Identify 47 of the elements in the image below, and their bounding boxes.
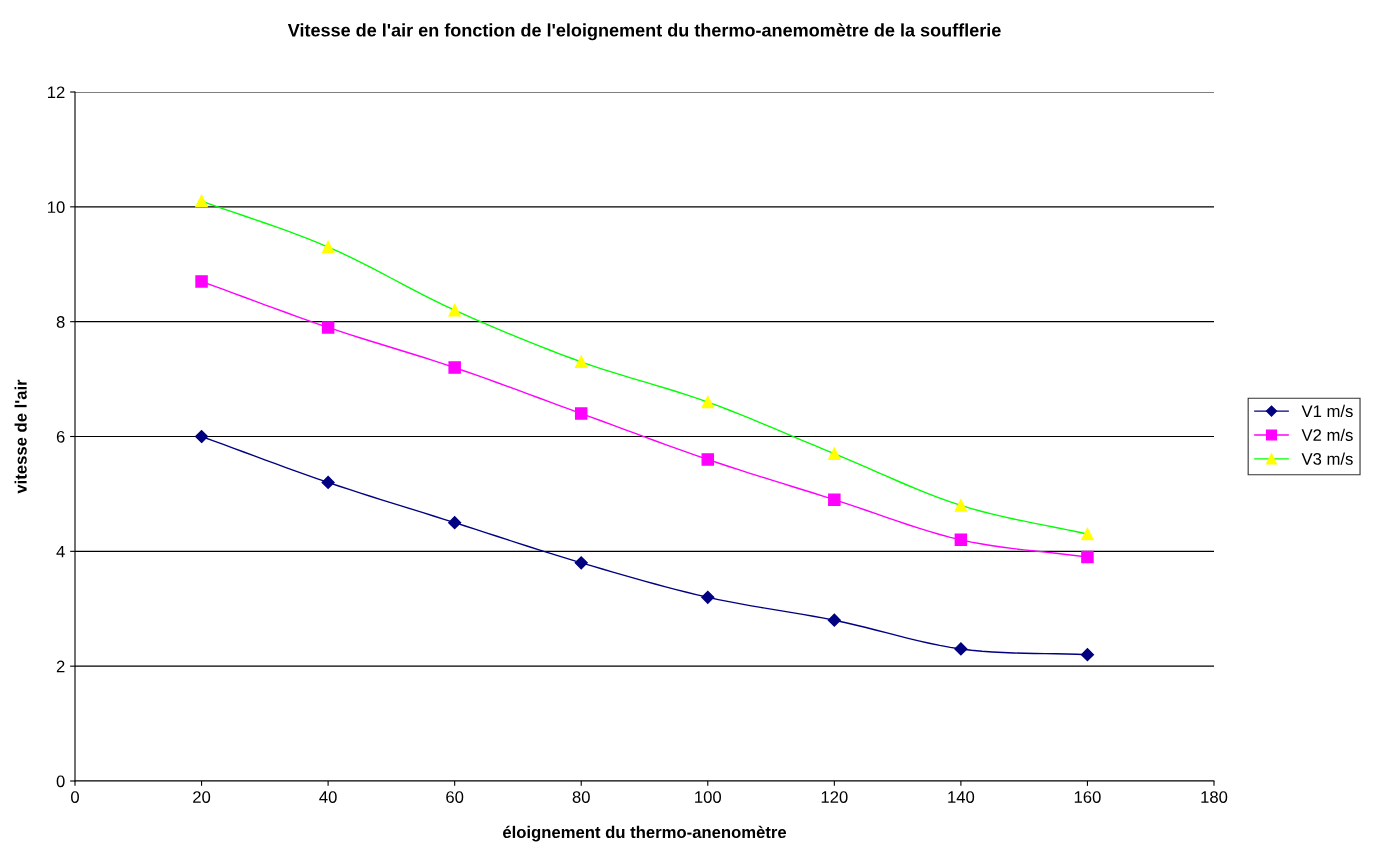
- x-tick-label: 20: [193, 791, 211, 803]
- point: [1080, 648, 1095, 662]
- y-tick-label: 2: [56, 660, 65, 673]
- y-tick-label: 8: [56, 316, 65, 328]
- x-axis-title: éloignement du thermo-anenomètre: [503, 825, 787, 842]
- point: [1081, 550, 1094, 564]
- x-tick-label: 80: [572, 791, 590, 803]
- point: [574, 407, 588, 420]
- point: [574, 556, 588, 570]
- x-tick-label: 180: [1201, 791, 1228, 803]
- point: [828, 447, 841, 460]
- x-tick-label: 100: [695, 791, 722, 803]
- point: [448, 361, 461, 374]
- point: [954, 642, 968, 656]
- point: [448, 516, 462, 530]
- point: [954, 533, 968, 547]
- x-tick-label: 60: [446, 791, 464, 803]
- point: [194, 429, 209, 444]
- y-axis-title: vitesse de l'air: [14, 379, 27, 494]
- x-tick-label: 160: [1074, 791, 1101, 803]
- point: [828, 493, 841, 506]
- y-tick-label: 0: [56, 775, 65, 788]
- point: [321, 240, 335, 254]
- y-tick-label: 6: [56, 430, 65, 443]
- point: [701, 395, 715, 409]
- y-tick-label: 12: [48, 86, 65, 99]
- point: [954, 499, 968, 512]
- point: [701, 453, 715, 466]
- x-tick-label: 120: [821, 791, 848, 803]
- point: [448, 303, 461, 317]
- y-tick-label: 4: [56, 545, 65, 558]
- legend-label: V2 m/s: [1301, 428, 1353, 441]
- point: [195, 275, 208, 288]
- point: [701, 590, 715, 604]
- point: [195, 194, 208, 208]
- x-tick-label: 0: [71, 791, 79, 803]
- point: [827, 613, 841, 627]
- legend-label: V3 m/s: [1301, 452, 1353, 465]
- legend-label: V1 m/s: [1301, 404, 1353, 418]
- x-tick-label: 40: [319, 791, 337, 803]
- point: [321, 475, 335, 490]
- y-tick-label: 10: [48, 201, 65, 214]
- point: [574, 355, 588, 369]
- x-tick-label: 140: [948, 791, 975, 803]
- point: [1081, 527, 1094, 541]
- point: [321, 321, 335, 334]
- chart-title: Vitesse de l'air en fonction de l'eloignement du thermo-anemomètre de la soufflerie: [287, 23, 1001, 41]
